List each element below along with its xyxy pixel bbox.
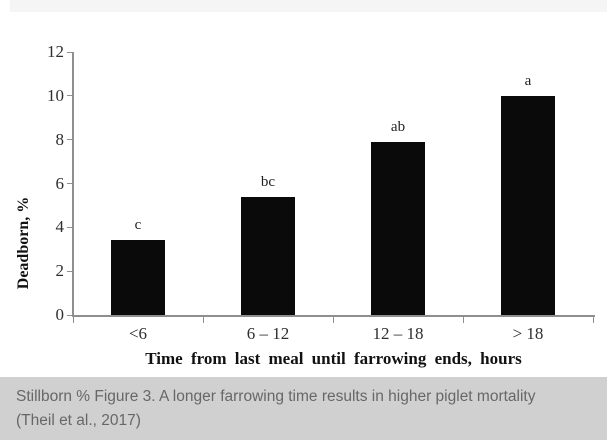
x-axis-tick bbox=[463, 317, 464, 323]
figure-caption: Stillborn % Figure 3. A longer farrowing… bbox=[0, 377, 607, 440]
y-axis-tick bbox=[67, 183, 73, 184]
x-axis-tick bbox=[333, 317, 334, 323]
bar bbox=[111, 240, 165, 315]
y-axis-tick bbox=[67, 314, 73, 316]
y-axis-tick bbox=[67, 139, 73, 141]
x-category-label: > 18 bbox=[512, 324, 544, 343]
y-axis-tick bbox=[67, 226, 73, 228]
bar-significance-letter: c bbox=[134, 217, 142, 234]
bar bbox=[241, 196, 295, 315]
bar-significance-letter: bc bbox=[260, 173, 276, 190]
bar-significance-letter: ab bbox=[390, 118, 406, 135]
bar-significance-letter: a bbox=[524, 72, 532, 89]
top-strip bbox=[10, 0, 607, 12]
x-axis-line bbox=[72, 315, 595, 317]
x-category-label: 6 – 12 bbox=[246, 324, 290, 343]
y-tick-label: 6 bbox=[55, 173, 65, 193]
y-tick-label: 2 bbox=[55, 261, 65, 281]
x-axis-title: Time from last meal until farrowing ends… bbox=[145, 349, 522, 368]
y-tick-label: 8 bbox=[55, 129, 65, 149]
bar bbox=[501, 95, 555, 315]
y-axis-tick bbox=[67, 95, 73, 97]
y-axis-tick bbox=[67, 270, 73, 272]
y-axis-title: Deadborn, % bbox=[15, 196, 32, 290]
y-axis-line bbox=[72, 52, 74, 316]
x-axis-tick bbox=[73, 317, 74, 323]
y-tick-label: 12 bbox=[47, 42, 64, 61]
figure-caption-text: Stillborn % Figure 3. A longer farrowing… bbox=[16, 388, 536, 429]
y-tick-label: 4 bbox=[55, 217, 65, 237]
y-tick-label: 0 bbox=[55, 305, 65, 324]
y-axis-tick bbox=[67, 51, 73, 53]
x-category-label: 12 – 18 bbox=[372, 324, 424, 343]
x-category-label: <6 bbox=[128, 324, 148, 343]
y-tick-label: 10 bbox=[47, 85, 64, 105]
x-axis-tick bbox=[593, 317, 594, 323]
bar bbox=[371, 141, 425, 315]
x-axis-tick bbox=[203, 317, 204, 323]
bar-chart-figure: Deadborn, % 0 2 4 6 8 10 12 c <6 bc 6 – 12 ab 12 – 1… bbox=[0, 12, 607, 377]
